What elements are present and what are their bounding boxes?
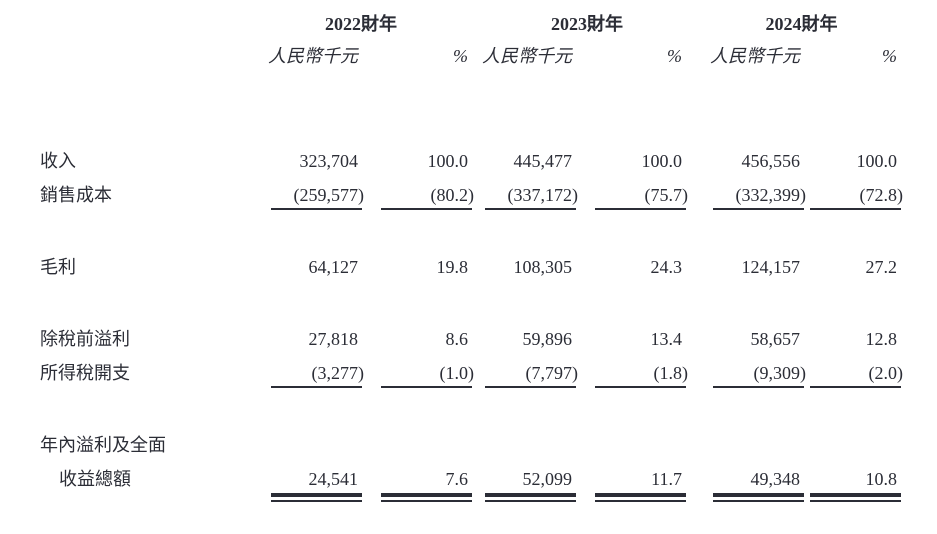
unit-header-row: 人民幣千元 % 人民幣千元 % 人民幣千元 % (40, 44, 897, 68)
value-cell: 124,157 (741, 257, 801, 277)
value-cell: 10.8 (800, 468, 901, 502)
unit-header-rmb-2024: 人民幣千元 (710, 46, 800, 66)
value-cell: 58,657 (750, 329, 801, 349)
row-label: 除稅前溢利 (40, 329, 130, 349)
value-cell: (72.8) (800, 184, 903, 210)
year-header-2022: 2022財年 (325, 14, 397, 34)
table-body: 收入 323,704 100.0 445,477 100.0 456,556 100.0 … (40, 150, 903, 502)
year-header-row: 2022財年 2023財年 2024財年 (40, 12, 897, 36)
unit-header-rmb-2023: 人民幣千元 (482, 46, 572, 66)
value-cell: 100.0 (856, 151, 898, 171)
unit-header-rmb-2022: 人民幣千元 (268, 46, 358, 66)
value-cell: 108,305 (513, 257, 573, 277)
table-row: 毛利 64,127 19.8 108,305 24.3 124,157 27.2 (40, 256, 897, 278)
row-label: 收入 (40, 151, 76, 171)
table-row: 所得稅開支 (3,277) (1.0) (7,797) (1.8) (9,309) (2.… (40, 362, 903, 388)
value-cell: 27.2 (865, 257, 898, 277)
table-row: 收入 323,704 100.0 445,477 100.0 456,556 100.0 (40, 150, 897, 172)
value-cell: 11.7 (572, 468, 686, 502)
value-cell: (9,309) (682, 362, 806, 388)
value-cell: 7.6 (358, 468, 472, 502)
unit-header-pct-2022: % (453, 46, 468, 66)
value-cell: 323,704 (299, 151, 359, 171)
row-label: 收益總額 (59, 469, 131, 489)
value-cell: 12.8 (865, 329, 898, 349)
value-cell: (337,172) (468, 184, 578, 210)
year-header-2023: 2023財年 (551, 14, 623, 34)
table-row: 收益總額 24,541 7.6 52,099 11.7 49,348 10.8 (40, 468, 901, 502)
value-cell: 59,896 (522, 329, 573, 349)
value-cell: 19.8 (436, 257, 469, 277)
unit-header-pct-2023: % (667, 46, 682, 66)
row-label: 所得稅開支 (40, 363, 130, 383)
value-cell: 24,541 (230, 468, 362, 502)
unit-header-pct-2024: % (882, 46, 897, 66)
value-cell: 24.3 (650, 257, 683, 277)
table-row: 銷售成本 (259,577) (80.2) (337,172) (75.7) (332,… (40, 184, 903, 210)
value-cell: (80.2) (358, 184, 474, 210)
value-cell: (2.0) (800, 362, 903, 388)
value-cell: 27,818 (308, 329, 359, 349)
value-cell: (75.7) (572, 184, 688, 210)
value-cell: 49,348 (682, 468, 804, 502)
value-cell: (1.8) (572, 362, 688, 388)
value-cell: 445,477 (513, 151, 573, 171)
row-label: 銷售成本 (40, 185, 112, 205)
table-row: 除稅前溢利 27,818 8.6 59,896 13.4 58,657 12.8 (40, 328, 897, 350)
row-label: 毛利 (40, 257, 76, 277)
value-cell: (332,399) (682, 184, 806, 210)
year-header-2024: 2024財年 (765, 14, 838, 34)
value-cell: 64,127 (308, 257, 359, 277)
value-cell: 456,556 (741, 151, 801, 171)
row-label: 年內溢利及全面 (40, 435, 166, 455)
value-cell: (259,577) (230, 184, 364, 210)
value-cell: 13.4 (650, 329, 683, 349)
value-cell: (3,277) (230, 362, 364, 388)
value-cell: (1.0) (358, 362, 474, 388)
value-cell: 8.6 (445, 329, 469, 349)
value-cell: 100.0 (641, 151, 683, 171)
value-cell: (7,797) (468, 362, 578, 388)
table-row: 年內溢利及全面 (40, 434, 897, 456)
value-cell: 100.0 (427, 151, 469, 171)
value-cell: 52,099 (468, 468, 576, 502)
